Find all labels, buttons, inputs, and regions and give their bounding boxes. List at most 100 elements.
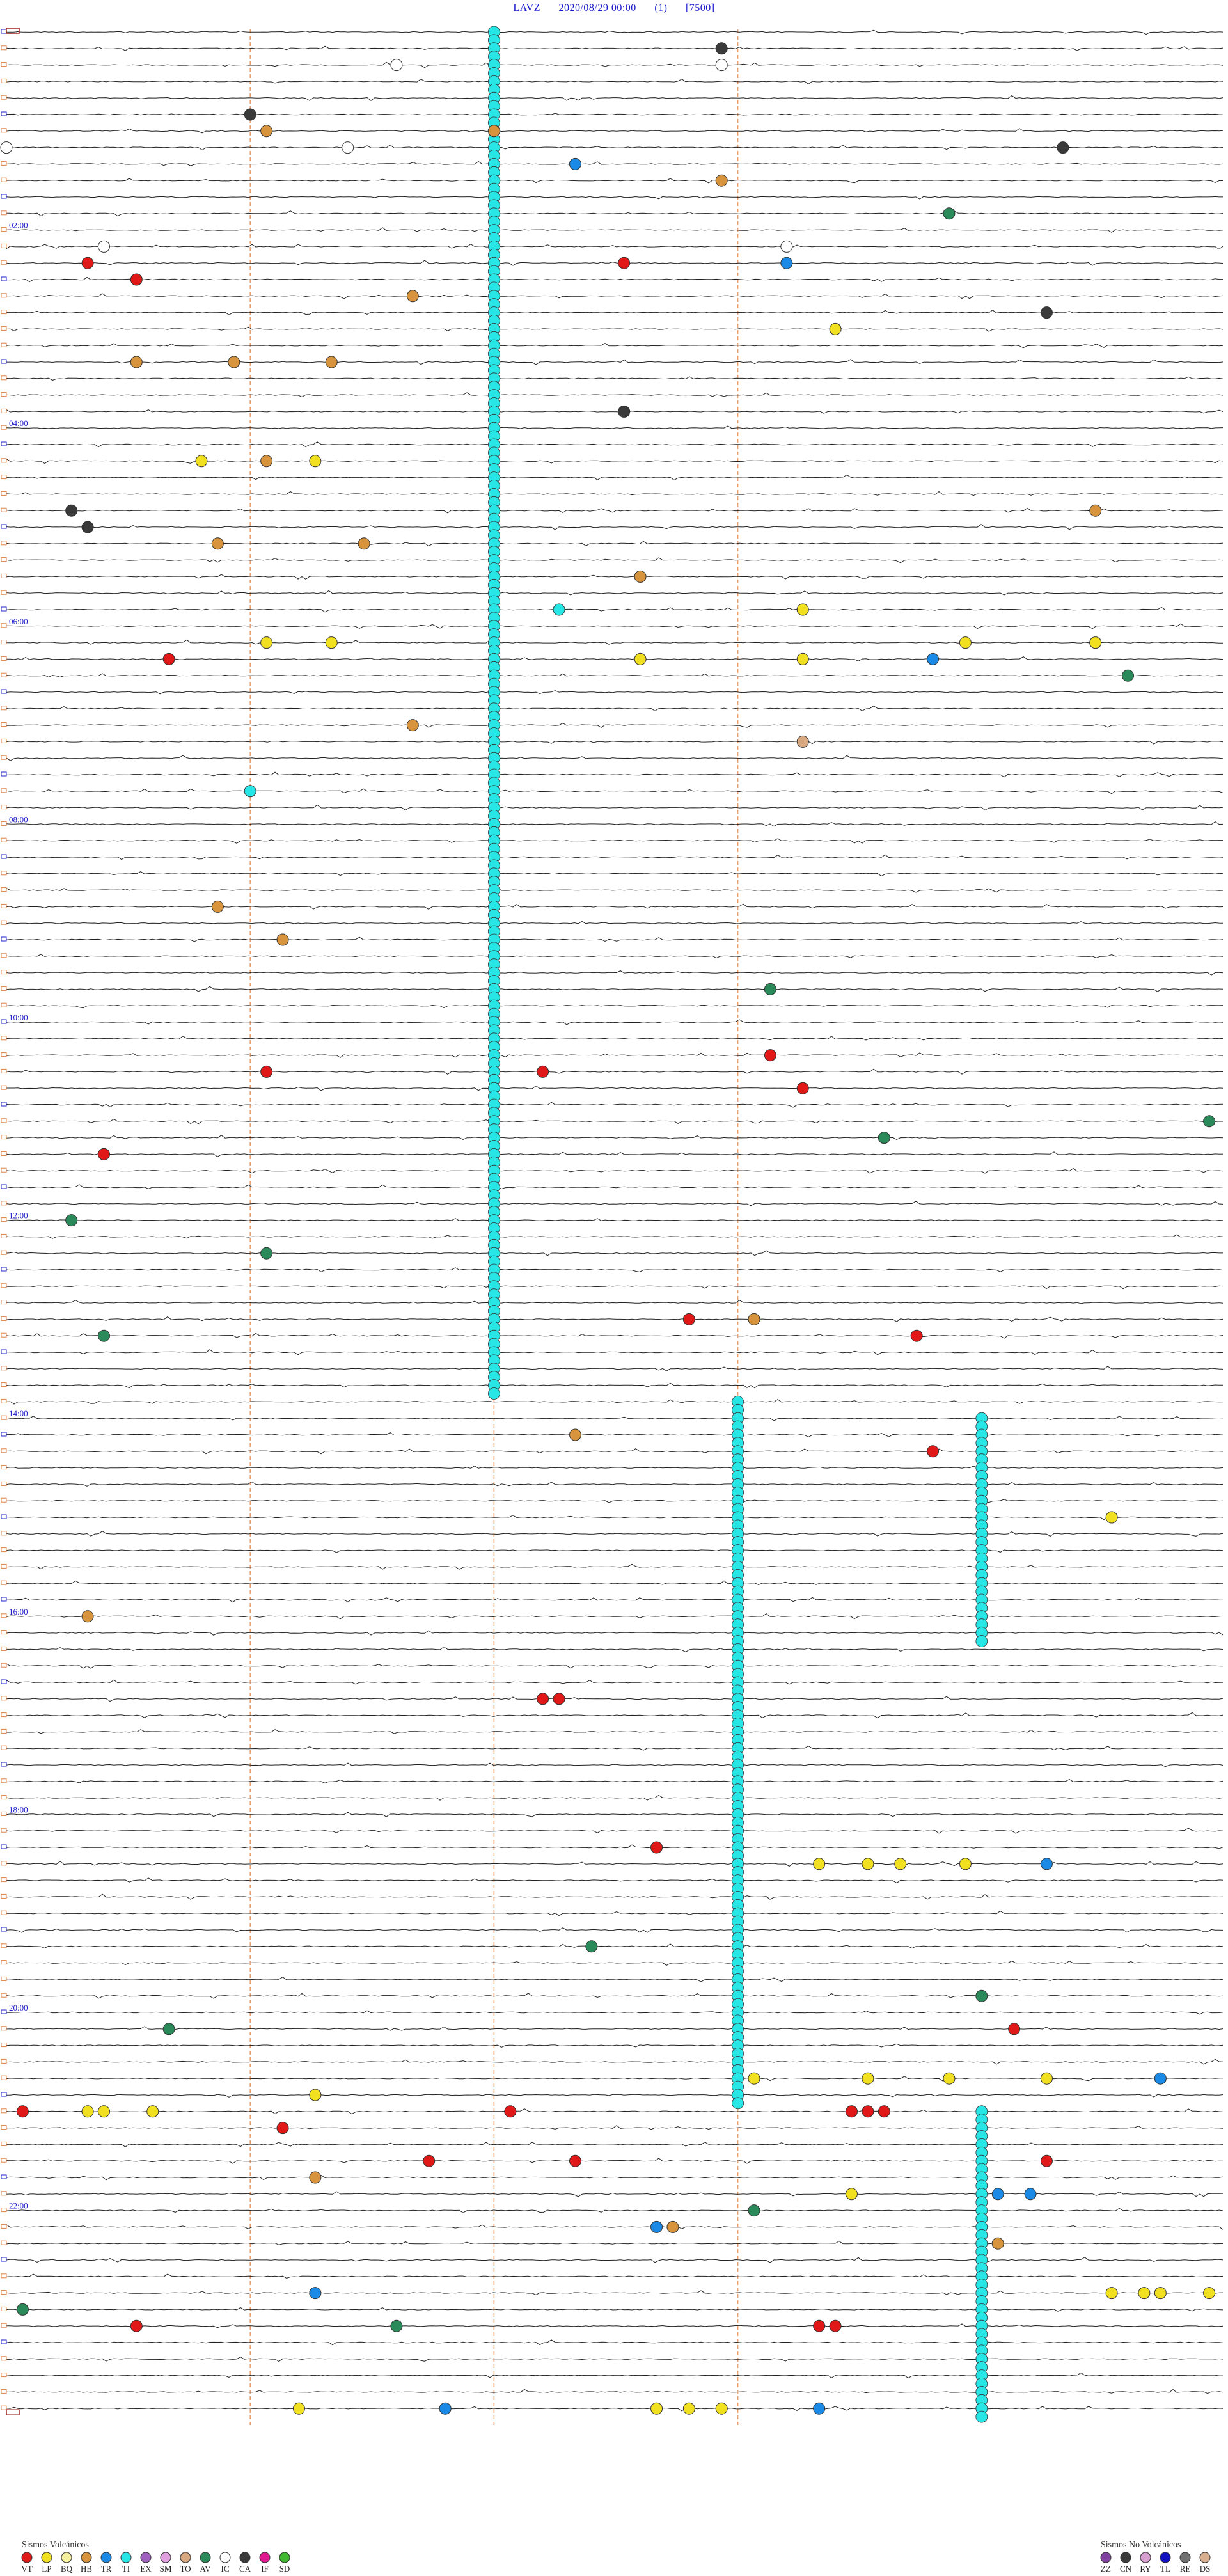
trace-tick (1, 1927, 7, 1932)
trace (6, 970, 1224, 976)
event-marker-IC (780, 240, 793, 253)
legend-label-ex: EX (140, 2564, 152, 2573)
event-marker-AV (1122, 669, 1135, 682)
trace (6, 1250, 1223, 1256)
trace-tick (1, 590, 7, 595)
event-marker-VT (569, 2154, 581, 2167)
trace (6, 606, 1224, 613)
trace-tick (1, 755, 7, 760)
event-marker-TR (650, 2220, 663, 2233)
trace-tick (1, 1250, 7, 1255)
legend-swatch-sd (279, 2552, 290, 2563)
trace-tick (1, 887, 7, 892)
trace-tick (1, 1068, 7, 1073)
event-marker-VT (276, 2122, 289, 2135)
trace-tick (1, 95, 7, 100)
trace-tick (1, 1613, 7, 1618)
legend-label-re: RE (1180, 2564, 1191, 2573)
event-marker-TI (975, 2410, 988, 2423)
trace-tick (1, 1151, 7, 1156)
event-marker-TR (1024, 2188, 1037, 2201)
legend-label-sm: SM (160, 2564, 172, 2573)
event-marker-AV (162, 2023, 175, 2035)
trace-tick (1, 2208, 7, 2213)
trace (6, 804, 1224, 810)
trace-tick (1, 2306, 7, 2311)
trace-tick (1, 1993, 7, 1998)
trace-tick (1, 78, 7, 83)
trace (6, 1482, 1224, 1487)
event-marker-AV (1203, 1115, 1216, 1128)
trace (6, 1877, 1224, 1884)
event-marker-TR (780, 257, 793, 269)
legend-swatch-bq (61, 2552, 72, 2563)
event-marker-HB (634, 570, 647, 583)
event-marker-HB (228, 356, 240, 368)
event-marker-LP (195, 455, 208, 468)
event-marker-HB (1089, 504, 1102, 517)
event-marker-IC (390, 59, 403, 72)
trace (6, 1086, 1224, 1091)
trace-tick (1, 1728, 7, 1734)
trace-tick (1, 1167, 7, 1173)
trace (6, 441, 1224, 448)
trace (6, 210, 1224, 217)
trace-tick (1, 2224, 7, 2229)
trace (6, 178, 1223, 184)
trace-tick (1, 1332, 7, 1338)
trace (6, 2372, 1223, 2379)
event-marker-LP (325, 636, 338, 649)
trace (6, 673, 1224, 678)
trace (6, 61, 1224, 68)
event-marker-TI (488, 1387, 500, 1400)
trace-tick (1, 1102, 7, 1107)
trace-tick (1, 177, 7, 182)
trace-tick (1, 689, 7, 694)
trace-tick (1, 2290, 7, 2295)
trace (6, 474, 1224, 481)
event-marker-IC (715, 59, 728, 72)
trace-tick (1, 1844, 7, 1849)
trace-tick (1, 1795, 7, 1800)
trace (6, 524, 1224, 530)
trace (6, 1679, 1224, 1685)
event-marker-AV (390, 2319, 403, 2332)
trace-tick (1, 1580, 7, 1585)
trace (6, 2339, 1224, 2346)
event-marker-VT (1040, 2154, 1053, 2167)
trace (6, 276, 1223, 283)
legend-title: Sismos No Volcánicos (1101, 2540, 1181, 2550)
trace (6, 623, 1224, 629)
event-marker-AV (878, 1132, 890, 1144)
event-marker-LP (682, 2402, 695, 2415)
trace-tick (1, 2389, 7, 2394)
trace (6, 1299, 1224, 1304)
trace-tick (1, 425, 7, 430)
trace-tick (1, 161, 7, 166)
trace (6, 1068, 1224, 1075)
trace (6, 1531, 1224, 1537)
trace (6, 2158, 1224, 2164)
legend-label-ic: IC (221, 2564, 230, 2573)
event-marker-VT (764, 1049, 776, 1062)
event-marker-CA (1057, 141, 1069, 154)
event-marker-LP (1089, 636, 1102, 649)
trace-tick (1, 310, 7, 315)
trace-tick (1, 1300, 7, 1305)
trace-tick (1, 1052, 7, 1057)
trace-tick (1, 2273, 7, 2279)
event-marker-CA (618, 405, 631, 418)
event-marker-LP (813, 1858, 826, 1870)
trace-tick (1, 854, 7, 859)
trace-tick (1, 2339, 7, 2344)
event-marker-CA (81, 521, 94, 533)
legend-label-sd: SD (279, 2564, 290, 2573)
trace (6, 1613, 1224, 1620)
legend-label-if: IF (261, 2564, 269, 2573)
event-marker-VT (927, 1445, 940, 1458)
event-marker-VT (862, 2105, 874, 2118)
header-datetime: 2020/08/29 00:00 (558, 3, 636, 13)
trace (6, 376, 1224, 381)
trace-tick (1, 2141, 7, 2146)
trace-tick (1, 1398, 7, 1403)
